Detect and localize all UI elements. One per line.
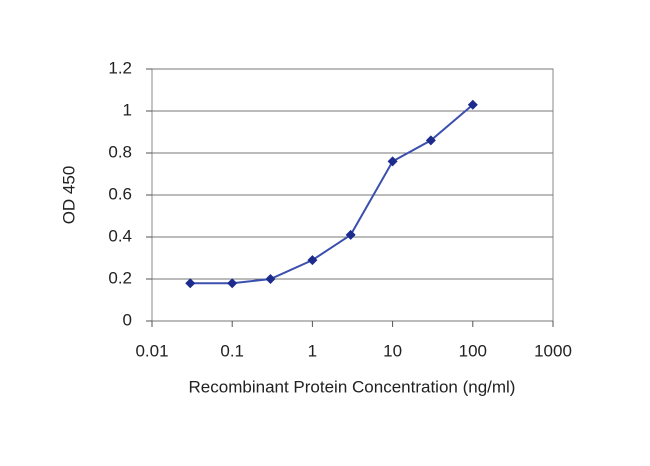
x-tick-label: 1000	[534, 341, 572, 360]
y-tick-label: 0.8	[108, 142, 132, 161]
y-tick-label: 1.2	[108, 58, 132, 77]
data-point	[185, 278, 196, 289]
data-point	[307, 255, 318, 266]
y-tick-label: 1	[123, 100, 132, 119]
y-axis-label: OD 450	[59, 166, 78, 225]
data-line	[190, 103, 474, 285]
x-tick-label: 1	[308, 341, 317, 360]
data-point	[387, 156, 398, 167]
y-tick-label: 0.2	[108, 268, 132, 287]
data-point	[345, 229, 356, 240]
data-point	[265, 274, 276, 284]
y-tick-label: 0.6	[108, 184, 132, 203]
x-tick-label: 100	[459, 341, 487, 360]
data-point	[227, 278, 238, 289]
data-point	[425, 135, 436, 146]
y-tick-label: 0.4	[108, 226, 132, 245]
y-tick-label: 0	[123, 310, 132, 329]
x-tick-label: 0.01	[135, 341, 168, 360]
x-tick-label: 0.1	[220, 341, 244, 360]
x-tick-label: 10	[383, 341, 402, 360]
x-axis-label: Recombinant Protein Concentration (ng/ml…	[189, 377, 516, 396]
data-point	[467, 99, 478, 110]
